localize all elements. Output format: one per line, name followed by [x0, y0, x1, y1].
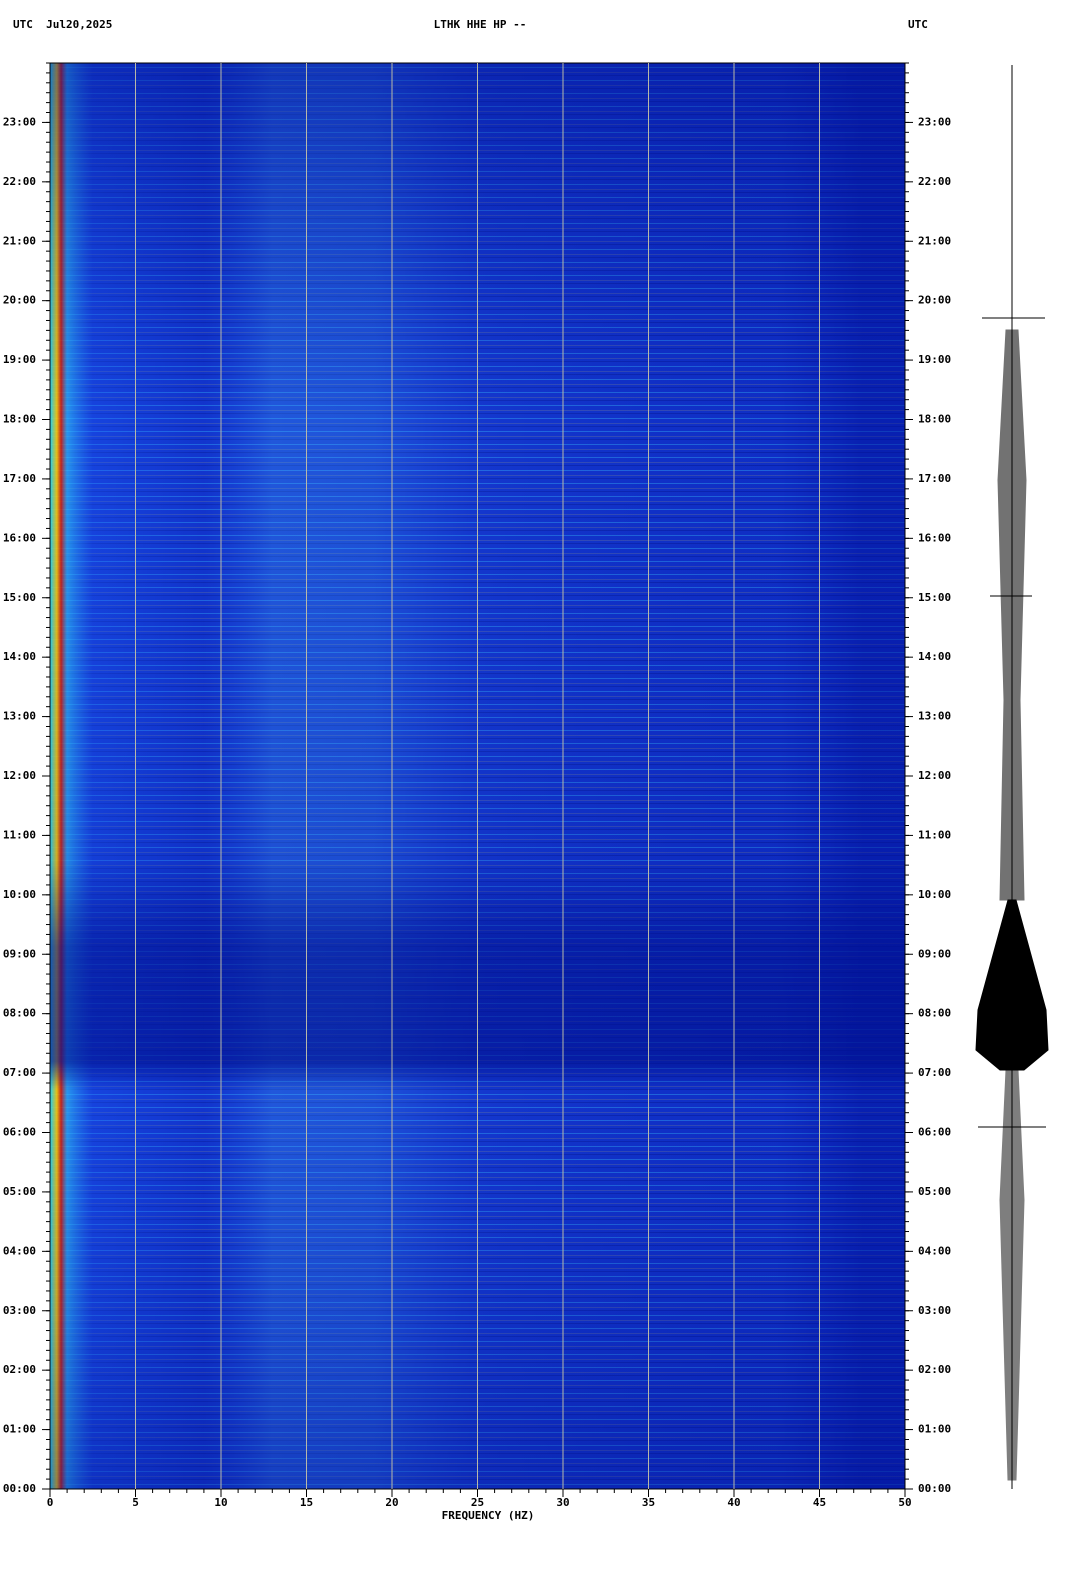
x-tick-label: 10	[214, 1496, 227, 1509]
y-tick-label: 19:00	[918, 353, 951, 366]
y-tick-label: 03:00	[918, 1304, 951, 1317]
x-tick-label: 25	[471, 1496, 484, 1509]
y-tick-label: 08:00	[918, 1007, 951, 1020]
y-tick-label: 13:00	[3, 710, 36, 723]
y-tick-label: 05:00	[918, 1185, 951, 1198]
y-tick-label: 05:00	[3, 1185, 36, 1198]
y-tick-label: 15:00	[3, 591, 36, 604]
y-tick-label: 22:00	[3, 175, 36, 188]
y-tick-label: 01:00	[3, 1423, 36, 1436]
x-tick-label: 5	[132, 1496, 139, 1509]
y-tick-label: 09:00	[918, 947, 951, 960]
y-tick-label: 20:00	[918, 294, 951, 307]
x-axis-label: FREQUENCY (HZ)	[442, 1509, 535, 1522]
x-tick-label: 0	[47, 1496, 54, 1509]
y-tick-label: 11:00	[918, 828, 951, 841]
y-tick-label: 00:00	[3, 1482, 36, 1495]
y-tick-label: 03:00	[3, 1304, 36, 1317]
y-tick-label: 10:00	[918, 888, 951, 901]
y-tick-label: 18:00	[918, 413, 951, 426]
y-tick-label: 17:00	[918, 472, 951, 485]
y-tick-label: 21:00	[3, 234, 36, 247]
y-tick-label: 20:00	[3, 294, 36, 307]
y-tick-label: 10:00	[3, 888, 36, 901]
x-tick-label: 15	[300, 1496, 313, 1509]
y-tick-label: 14:00	[918, 650, 951, 663]
y-tick-label: 13:00	[918, 710, 951, 723]
y-tick-label: 07:00	[3, 1066, 36, 1079]
y-tick-label: 01:00	[918, 1423, 951, 1436]
y-tick-label: 18:00	[3, 413, 36, 426]
y-tick-label: 15:00	[918, 591, 951, 604]
y-tick-label: 16:00	[918, 531, 951, 544]
y-tick-label: 19:00	[3, 353, 36, 366]
left-header: UTC Jul20,2025	[13, 18, 112, 31]
y-tick-label: 06:00	[918, 1126, 951, 1139]
y-tick-label: 22:00	[918, 175, 951, 188]
seismogram	[975, 65, 1049, 1489]
trace-burst	[975, 899, 1049, 1071]
x-tick-label: 50	[898, 1496, 911, 1509]
y-tick-label: 12:00	[3, 769, 36, 782]
x-tick-label: 20	[385, 1496, 398, 1509]
x-tick-label: 30	[556, 1496, 569, 1509]
x-tick-label: 40	[727, 1496, 740, 1509]
y-tick-label: 04:00	[918, 1244, 951, 1257]
y-tick-label: 23:00	[3, 115, 36, 128]
y-tick-label: 02:00	[3, 1363, 36, 1376]
x-tick-label: 35	[642, 1496, 655, 1509]
y-tick-label: 23:00	[918, 115, 951, 128]
y-tick-label: 11:00	[3, 828, 36, 841]
y-tick-label: 17:00	[3, 472, 36, 485]
trace-envelope	[997, 329, 1027, 901]
y-tick-label: 07:00	[918, 1066, 951, 1079]
y-tick-label: 06:00	[3, 1126, 36, 1139]
y-tick-label: 00:00	[918, 1482, 951, 1495]
y-tick-label: 14:00	[3, 650, 36, 663]
chart-title: LTHK HHE HP --	[434, 18, 527, 31]
y-tick-label: 08:00	[3, 1007, 36, 1020]
x-tick-label: 45	[813, 1496, 826, 1509]
y-tick-label: 21:00	[918, 234, 951, 247]
right-header: UTC	[908, 18, 928, 31]
y-tick-label: 09:00	[3, 947, 36, 960]
y-tick-label: 16:00	[3, 531, 36, 544]
trace-envelope	[999, 1069, 1025, 1481]
y-tick-label: 04:00	[3, 1244, 36, 1257]
y-tick-label: 02:00	[918, 1363, 951, 1376]
y-tick-label: 12:00	[918, 769, 951, 782]
